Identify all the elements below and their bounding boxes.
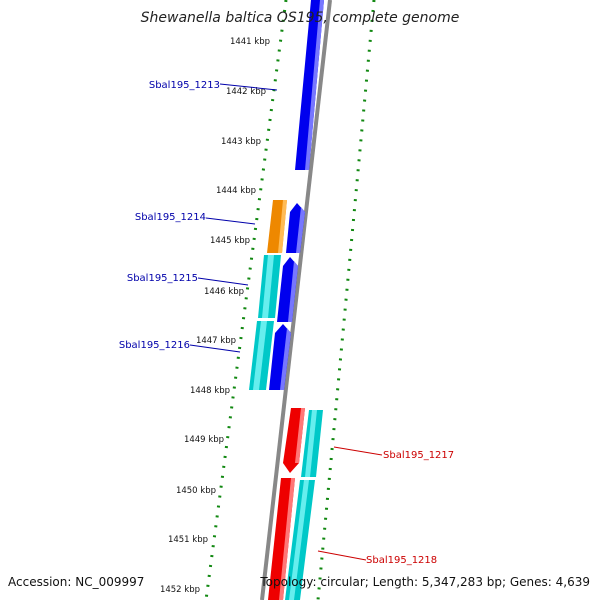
gene-label-sbal195-1216[interactable]: Sbal195_1216	[119, 340, 190, 351]
tick-label: 1441 kbp	[230, 37, 270, 47]
tick-label: 1446 kbp	[204, 287, 244, 297]
tick-label: 1445 kbp	[210, 236, 250, 246]
leader-line-1213	[219, 83, 278, 91]
gene-sbal195-1214-blue-hl	[296, 207, 305, 253]
outer-tick-guide	[316, 0, 376, 600]
leader-line-1217	[333, 446, 383, 456]
tick-label: 1451 kbp	[168, 535, 208, 545]
gene-sbal195-1215-blue-hl	[288, 261, 298, 322]
gene-sbal195-1217-cyan-hl	[305, 410, 317, 477]
gene-label-sbal195-1215[interactable]: Sbal195_1215	[127, 273, 198, 284]
inner-tick-guide	[204, 0, 288, 600]
gene-label-sbal195-1218[interactable]: Sbal195_1218	[366, 555, 437, 566]
gene-sbal195-1216-cyan-hl	[253, 321, 267, 390]
tick-label: 1452 kbp	[160, 585, 200, 595]
gene-label-sbal195-1217[interactable]: Sbal195_1217	[383, 450, 454, 461]
tick-label: 1447 kbp	[196, 336, 236, 346]
gene-sbal195-1218-cyan-hl	[289, 480, 309, 600]
tick-label: 1449 kbp	[184, 435, 224, 445]
leader-line-1218	[317, 550, 367, 561]
tick-labels: 1441 kbp 1442 kbp 1443 kbp 1444 kbp 1445…	[160, 37, 270, 595]
genome-backbone	[260, 0, 332, 600]
gene-sbal195-1216-blue-hl	[280, 328, 291, 390]
accession-text: Accession: NC_009997	[8, 575, 145, 589]
map-title: Shewanella baltica OS195, complete genom…	[140, 10, 460, 26]
leader-line-1214	[205, 217, 256, 225]
gene-sbal195-1217-red-hl	[295, 408, 305, 463]
tick-label: 1450 kbp	[176, 486, 216, 496]
genome-summary: Topology: circular; Length: 5,347,283 bp…	[260, 575, 590, 589]
gene-label-sbal195-1214[interactable]: Sbal195_1214	[135, 212, 206, 223]
gene-sbal195-1218-red-hl	[279, 478, 295, 600]
gene-labels: Sbal195_1213 Sbal195_1214 Sbal195_1215 S…	[119, 80, 454, 566]
gene-sbal195-1214-orange-hl	[278, 200, 287, 253]
leader-line-1215	[197, 277, 249, 286]
gene-sbal195-1215-cyan-hl	[262, 255, 274, 318]
gene-label-sbal195-1213[interactable]: Sbal195_1213	[149, 80, 220, 91]
tick-label: 1443 kbp	[221, 137, 261, 147]
gene-sbal195-1213-highlight	[305, 0, 324, 170]
tick-label: 1444 kbp	[216, 186, 256, 196]
tick-label: 1442 kbp	[226, 87, 266, 97]
leader-line-1216	[189, 344, 241, 353]
tick-label: 1448 kbp	[190, 386, 230, 396]
